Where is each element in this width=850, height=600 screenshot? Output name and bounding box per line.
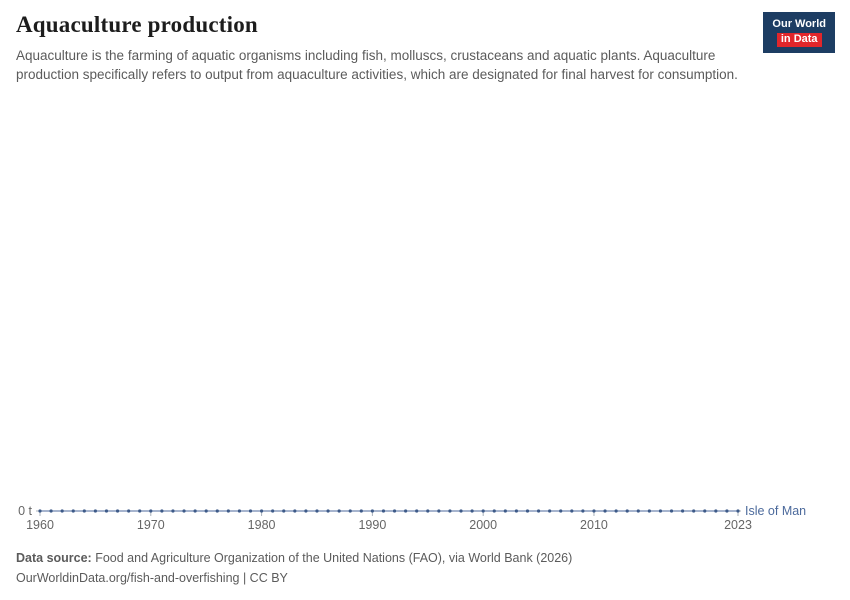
data-point bbox=[248, 509, 253, 513]
data-point bbox=[503, 509, 507, 513]
data-point bbox=[437, 509, 441, 513]
data-point bbox=[337, 509, 341, 513]
data-point bbox=[282, 509, 286, 513]
data-point bbox=[581, 509, 585, 513]
data-point bbox=[592, 509, 596, 513]
data-point bbox=[226, 509, 230, 513]
data-point bbox=[570, 509, 574, 513]
page-title: Aquaculture production bbox=[16, 12, 258, 37]
chart-footer: Data source: Food and Agriculture Organi… bbox=[16, 548, 572, 589]
data-point bbox=[237, 509, 242, 513]
x-axis-tick-label: 2010 bbox=[580, 518, 608, 532]
data-point bbox=[370, 509, 374, 513]
data-point bbox=[714, 509, 718, 513]
data-point bbox=[459, 509, 463, 513]
chart-subtitle: Aquaculture is the farming of aquatic or… bbox=[16, 48, 738, 82]
data-point bbox=[160, 509, 164, 513]
data-point bbox=[525, 509, 530, 513]
data-point bbox=[692, 509, 696, 513]
data-point bbox=[681, 509, 685, 513]
data-point bbox=[392, 509, 397, 513]
data-point bbox=[115, 509, 120, 513]
data-source-label: Data source: bbox=[16, 551, 92, 565]
entity-label[interactable]: Isle of Man bbox=[745, 504, 806, 518]
data-point bbox=[293, 509, 297, 513]
data-point bbox=[49, 509, 53, 513]
data-point bbox=[93, 509, 97, 513]
owid-logo-line1: Our World bbox=[772, 18, 826, 30]
data-point bbox=[492, 509, 496, 513]
data-point bbox=[669, 509, 674, 513]
data-point bbox=[481, 509, 485, 513]
data-point bbox=[271, 509, 275, 513]
data-point bbox=[182, 509, 186, 513]
data-point bbox=[703, 509, 707, 513]
data-point bbox=[215, 509, 219, 513]
data-point bbox=[127, 509, 131, 513]
chart-svg: 1960 1970 1980 1990 2000 2010 2023 0 t Isle of M… bbox=[18, 504, 806, 532]
data-point bbox=[348, 509, 352, 513]
data-point bbox=[536, 509, 541, 513]
data-point bbox=[71, 509, 75, 513]
x-axis-tick-label: 2000 bbox=[469, 518, 497, 532]
data-point bbox=[559, 509, 563, 513]
data-point bbox=[404, 509, 408, 513]
data-point bbox=[426, 509, 430, 513]
data-point bbox=[38, 509, 42, 513]
x-axis-tick-label: 1970 bbox=[137, 518, 165, 532]
data-source-line: Data source: Food and Agriculture Organi… bbox=[16, 548, 572, 568]
data-point bbox=[149, 509, 153, 513]
x-axis-tick-label: 2023 bbox=[724, 518, 752, 532]
data-point bbox=[381, 509, 386, 513]
data-point bbox=[315, 509, 319, 513]
owid-logo-line2: in Data bbox=[776, 32, 822, 47]
x-axis-tick-label: 1980 bbox=[248, 518, 276, 532]
data-point bbox=[614, 509, 618, 513]
y-axis-zero-label: 0 t bbox=[18, 504, 32, 518]
data-point bbox=[514, 509, 519, 513]
data-point bbox=[171, 509, 175, 513]
data-point bbox=[736, 509, 740, 513]
data-point bbox=[470, 509, 474, 513]
data-point bbox=[647, 509, 651, 513]
data-point bbox=[636, 509, 640, 513]
data-point bbox=[603, 509, 607, 513]
x-axis-tick-label: 1960 bbox=[26, 518, 54, 532]
chart-header: Aquaculture production Aquaculture is th… bbox=[16, 12, 748, 84]
data-point bbox=[415, 509, 419, 513]
data-point bbox=[304, 509, 308, 513]
data-point bbox=[326, 509, 330, 513]
data-point bbox=[193, 509, 197, 513]
data-point bbox=[259, 509, 264, 513]
data-point bbox=[82, 509, 86, 513]
x-axis-tick-label: 1990 bbox=[358, 518, 386, 532]
data-point bbox=[725, 509, 729, 513]
data-point bbox=[625, 509, 629, 513]
data-source-text: Food and Agriculture Organization of the… bbox=[91, 551, 573, 565]
owid-logo: Our World in Data bbox=[763, 12, 835, 53]
data-point bbox=[60, 509, 64, 513]
data-point bbox=[658, 509, 663, 513]
data-point bbox=[548, 509, 552, 513]
data-point bbox=[138, 509, 142, 513]
citation-link[interactable]: OurWorldinData.org/fish-and-overfishing … bbox=[16, 571, 288, 586]
data-point bbox=[359, 509, 363, 513]
data-point bbox=[104, 509, 109, 513]
data-point bbox=[448, 509, 452, 513]
data-point bbox=[204, 509, 208, 513]
